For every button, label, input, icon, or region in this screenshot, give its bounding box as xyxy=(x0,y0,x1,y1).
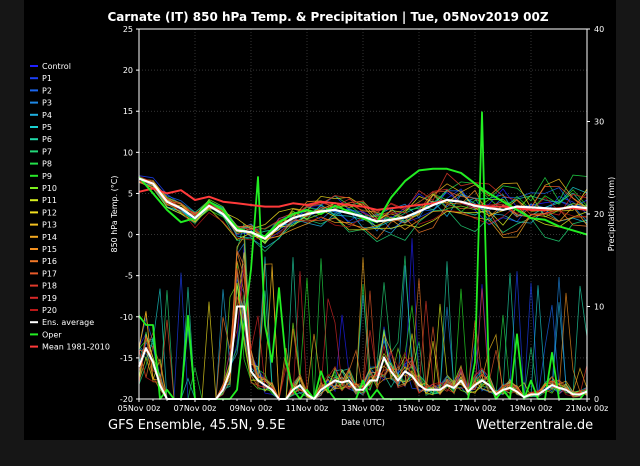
tick-label-y-left: -5 xyxy=(125,272,133,281)
tick-label-x: 11Nov 00z xyxy=(286,404,329,413)
model-location-label: GFS Ensemble, 45.5N, 9.5E xyxy=(108,418,286,433)
tick-label-x: 07Nov 00z xyxy=(174,404,217,413)
member-temp-line xyxy=(138,180,588,231)
tick-label-y-left: -20 xyxy=(120,395,133,404)
legend-label: P19 xyxy=(42,294,57,303)
source-label: Wetterzentrale.de xyxy=(476,418,594,433)
legend: Control P1 P2 P3 P4 P5 P6 P7 P8 P9 P10 P11 P12 P13 P14… xyxy=(30,62,110,352)
tick-label-y-left: 15 xyxy=(123,107,133,116)
legend-label: P12 xyxy=(42,208,57,217)
legend-label: P3 xyxy=(42,99,52,108)
legend-label: P16 xyxy=(42,257,57,266)
legend-label: P13 xyxy=(42,221,57,230)
legend-label: P17 xyxy=(42,269,57,278)
chart-title: Carnate (IT) 850 hPa Temp. & Precipitati… xyxy=(107,10,548,24)
legend-label: Ens. average xyxy=(42,318,94,327)
member-temp-line xyxy=(138,172,588,238)
member-temp-line xyxy=(138,181,588,244)
legend-label: P18 xyxy=(42,282,57,291)
tick-label-x: 15Nov 00z xyxy=(398,404,441,413)
legend-label: P7 xyxy=(42,147,52,156)
tick-label-y-left: -10 xyxy=(120,313,133,322)
chart-card xyxy=(24,0,616,440)
tick-label-x: 21Nov 00z xyxy=(566,404,609,413)
ens-average-temp-line xyxy=(138,177,588,240)
y-axis-left-label: 850 hPa Temp. (°C) xyxy=(110,175,119,252)
tick-label-y-right: 0 xyxy=(594,395,599,404)
legend-label: P8 xyxy=(42,160,52,169)
tick-label-y-left: 5 xyxy=(128,189,133,198)
tick-label-y-left: 10 xyxy=(123,148,133,157)
x-axis-label: Date (UTC) xyxy=(341,418,385,427)
legend-label: P1 xyxy=(42,74,52,83)
axes: 25 20 15 10 5 0 -5 -10 -15 -20 40 30 20 10 0 05Nov 00z 0… xyxy=(118,25,609,413)
tick-label-x: 05Nov 00z xyxy=(118,404,161,413)
tick-label-x: 19Nov 00z xyxy=(510,404,553,413)
legend-label: Oper xyxy=(42,330,62,339)
legend-label: P11 xyxy=(42,196,57,205)
tick-label-y-left: 25 xyxy=(123,25,133,34)
legend-label: P4 xyxy=(42,111,52,120)
tick-label-y-right: 30 xyxy=(594,118,604,127)
tick-label-y-left: -15 xyxy=(120,354,133,363)
legend-label: P6 xyxy=(42,135,52,144)
tick-label-x: 13Nov 00z xyxy=(342,404,385,413)
tick-label-x: 17Nov 00z xyxy=(454,404,497,413)
legend-label: P2 xyxy=(42,86,52,95)
y-axis-right-label: Precipitation (mm) xyxy=(607,177,616,251)
tick-label-y-right: 40 xyxy=(594,25,604,34)
tick-label-x: 09Nov 00z xyxy=(230,404,273,413)
legend-label: Control xyxy=(42,62,71,71)
legend-label: P10 xyxy=(42,184,57,193)
legend-label: P5 xyxy=(42,123,52,132)
tick-label-y-left: 0 xyxy=(128,231,133,240)
legend-label: P20 xyxy=(42,306,57,315)
tick-label-y-right: 10 xyxy=(594,303,604,312)
legend-label: P9 xyxy=(42,172,52,181)
tick-label-y-left: 20 xyxy=(123,66,133,75)
legend-label: P14 xyxy=(42,233,57,242)
tick-label-y-right: 20 xyxy=(594,210,604,219)
legend-label: P15 xyxy=(42,245,57,254)
legend-label: Mean 1981-2010 xyxy=(42,343,110,352)
